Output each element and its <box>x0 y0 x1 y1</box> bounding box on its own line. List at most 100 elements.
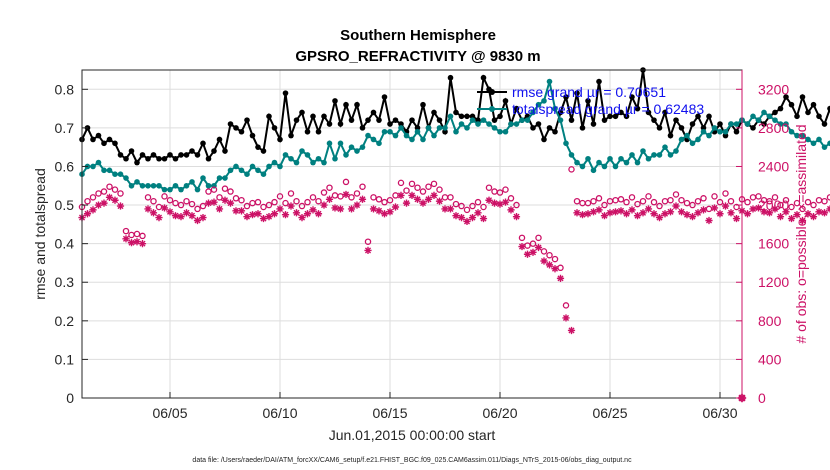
obs-assimilated-marker <box>556 274 565 282</box>
obs-possible-marker <box>298 202 306 210</box>
rmse-point <box>750 125 756 131</box>
totalspread-point <box>442 125 448 131</box>
obs-assimilated-marker <box>628 206 636 214</box>
totalspread-point <box>453 128 459 135</box>
rmse-point <box>227 121 234 127</box>
series-totalspread <box>79 78 830 193</box>
obs-possible-marker <box>672 191 680 198</box>
obs-assimilated-marker <box>551 265 559 273</box>
y2-tick-label: 2000 <box>758 197 789 213</box>
rmse-point <box>497 113 503 120</box>
obs-possible-marker <box>799 205 806 213</box>
obs-assimilated-marker <box>540 257 548 265</box>
totalspread-point <box>695 136 701 143</box>
rmse-point <box>150 152 157 158</box>
obs-possible-marker <box>755 193 762 200</box>
totalspread-point <box>95 159 102 166</box>
totalspread-point <box>700 128 707 135</box>
rmse-point <box>249 132 256 139</box>
rmse-point <box>607 113 613 120</box>
rmse-point <box>200 140 206 147</box>
totalspread-point <box>629 152 635 158</box>
obs-possible-marker <box>265 201 273 209</box>
obs-assimilated-marker <box>672 202 680 210</box>
rmse-point <box>293 117 300 123</box>
obs-assimilated-marker <box>100 199 108 207</box>
rmse-point <box>95 132 102 139</box>
obs-possible-marker <box>353 190 361 197</box>
obs-assimilated-marker <box>710 204 719 212</box>
rmse-point <box>761 121 767 127</box>
obs-possible-marker <box>518 234 526 242</box>
obs-possible-marker <box>826 194 830 201</box>
obs-assimilated-marker <box>171 212 180 220</box>
obs-possible-marker <box>392 192 399 199</box>
totalspread-point <box>519 117 525 123</box>
rmse-point <box>645 109 652 116</box>
totalspread-point <box>216 175 223 181</box>
rmse-point <box>601 117 608 123</box>
obs-possible-marker <box>221 185 229 192</box>
rmse-point <box>134 159 140 166</box>
obs-assimilated-marker <box>193 216 202 225</box>
totalspread-point <box>827 140 830 147</box>
obs-assimilated-marker <box>281 211 290 219</box>
obs-possible-marker <box>645 193 652 200</box>
series-obs_possible <box>78 166 830 309</box>
obs-possible-marker <box>183 197 190 205</box>
obs-possible-marker <box>546 251 553 259</box>
totalspread-point <box>343 152 349 158</box>
obs-possible-marker <box>337 193 344 200</box>
rmse-point <box>392 117 399 123</box>
obs-possible-marker <box>100 188 108 195</box>
totalspread-point <box>590 167 597 174</box>
obs-assimilated-marker <box>89 206 97 214</box>
x-axis-label: Jun.01,2015 00:00:00 start <box>329 427 496 443</box>
totalspread-point <box>502 128 509 135</box>
totalspread-point <box>486 121 492 127</box>
obs-possible-marker <box>205 188 212 195</box>
obs-possible-marker <box>788 203 795 211</box>
y-tick-label: 0.2 <box>55 313 75 329</box>
obs-possible-marker <box>496 189 504 196</box>
obs-assimilated-marker <box>177 213 185 221</box>
totalspread-point <box>354 148 360 154</box>
rmse-point <box>387 121 393 127</box>
obs-possible-marker <box>821 197 828 205</box>
obs-possible-marker <box>227 188 234 195</box>
rmse-point <box>194 152 201 158</box>
totalspread-point <box>194 186 201 193</box>
totalspread-point <box>563 140 569 147</box>
totalspread-point <box>299 148 305 154</box>
totalspread-point <box>623 159 630 166</box>
obs-assimilated-marker <box>639 209 647 217</box>
totalspread-point <box>805 136 811 143</box>
totalspread-point <box>777 121 784 127</box>
obs-assimilated-marker <box>622 210 631 218</box>
rmse-point <box>398 121 404 127</box>
obs-assimilated-marker <box>578 211 587 219</box>
obs-possible-marker <box>139 232 146 240</box>
totalspread-point <box>200 175 206 181</box>
obs-assimilated-marker <box>782 208 790 216</box>
rmse-point <box>475 117 481 123</box>
obs-possible-marker <box>243 202 251 210</box>
obs-assimilated-marker <box>188 212 196 220</box>
legend-rmse-marker <box>489 89 495 95</box>
obs-assimilated-marker <box>496 200 504 208</box>
obs-assimilated-marker <box>298 214 306 222</box>
totalspread-point <box>425 125 432 131</box>
obs-assimilated-marker <box>490 199 499 207</box>
obs-assimilated-marker <box>655 214 664 222</box>
obs-assimilated-marker <box>182 209 191 217</box>
obs-possible-marker <box>513 201 520 209</box>
totalspread-point <box>326 140 333 147</box>
rmse-point <box>491 117 498 123</box>
obs-assimilated-marker <box>760 208 768 216</box>
totalspread-point <box>524 117 531 123</box>
rmse-point <box>722 132 729 139</box>
obs-assimilated-marker <box>408 191 416 200</box>
obs-possible-marker <box>562 302 570 309</box>
obs-possible-marker <box>447 194 454 201</box>
totalspread-point <box>387 128 393 135</box>
